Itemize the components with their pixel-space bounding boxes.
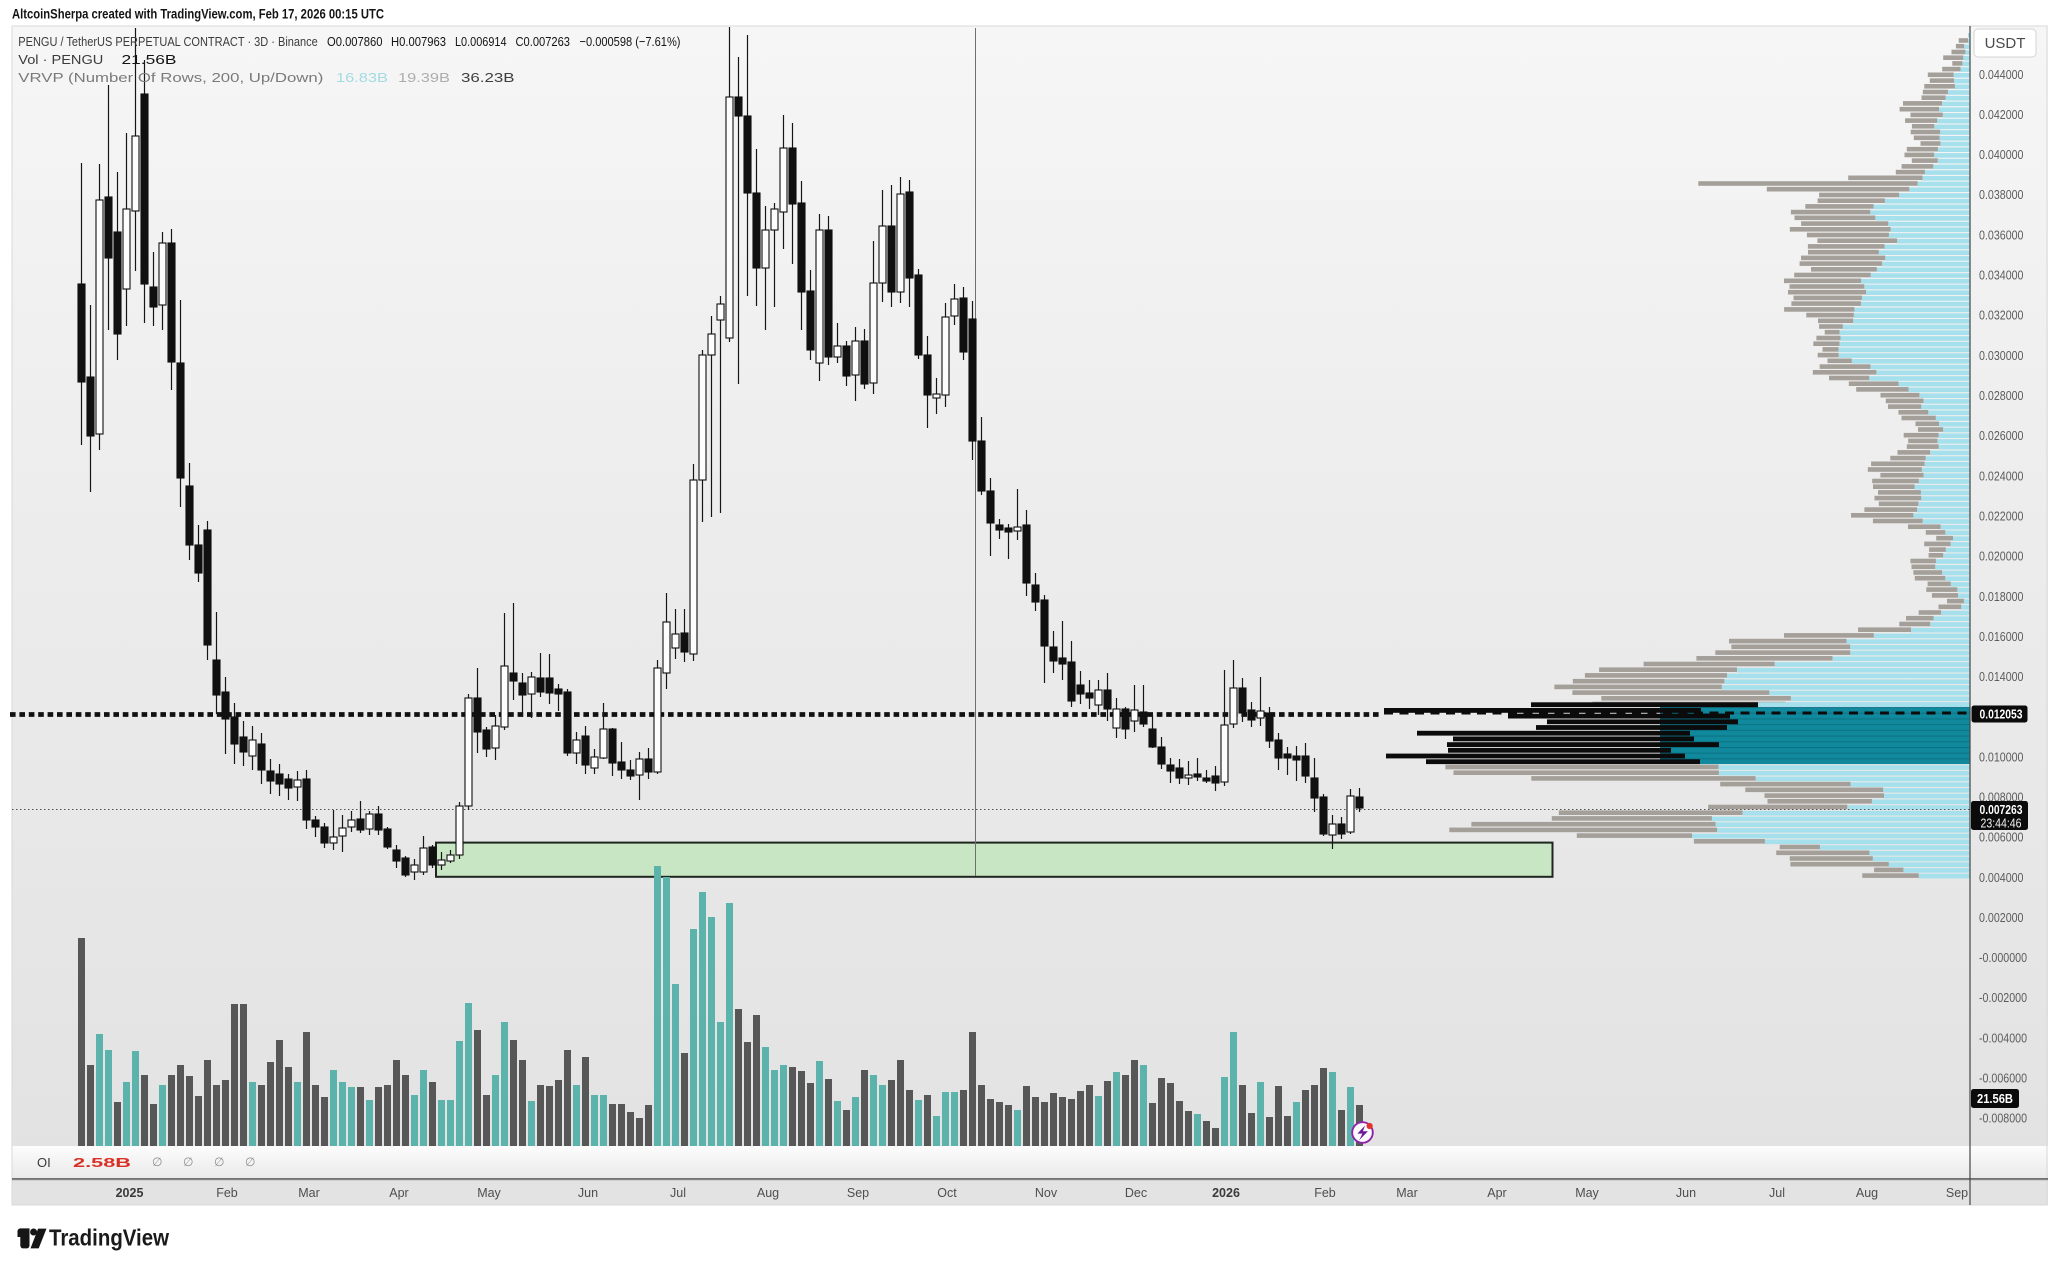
svg-text:Feb: Feb xyxy=(1314,1186,1336,1200)
svg-text:Jun: Jun xyxy=(578,1186,598,1200)
svg-text:Sep: Sep xyxy=(1946,1186,1968,1200)
svg-text:∅: ∅ xyxy=(152,1155,162,1169)
svg-text:Jul: Jul xyxy=(670,1186,686,1200)
svg-text:21.56B: 21.56B xyxy=(1977,1091,2013,1106)
svg-text:0.040000: 0.040000 xyxy=(1979,147,2024,162)
svg-text:Aug: Aug xyxy=(757,1186,779,1200)
svg-text:PENGU / TetherUS PERPETUAL CON: PENGU / TetherUS PERPETUAL CONTRACT · 3D… xyxy=(18,34,318,49)
svg-text:Vol · PENGU: Vol · PENGU xyxy=(18,52,103,67)
svg-text:-0.008000: -0.008000 xyxy=(1979,1111,2027,1126)
svg-text:Mar: Mar xyxy=(1396,1186,1418,1200)
svg-text:-0.000000: -0.000000 xyxy=(1979,950,2027,965)
svg-text:-0.004000: -0.004000 xyxy=(1979,1030,2027,1045)
svg-text:0.008000: 0.008000 xyxy=(1979,790,2024,805)
svg-text:2.58B: 2.58B xyxy=(73,1155,131,1170)
svg-text:May: May xyxy=(477,1186,501,1200)
svg-text:0.034000: 0.034000 xyxy=(1979,268,2024,283)
svg-text:0.022000: 0.022000 xyxy=(1979,508,2024,523)
svg-text:May: May xyxy=(1575,1186,1599,1200)
svg-text:0.004000: 0.004000 xyxy=(1979,870,2024,885)
svg-text:∅: ∅ xyxy=(183,1155,193,1169)
svg-text:0.014000: 0.014000 xyxy=(1979,669,2024,684)
svg-text:0.026000: 0.026000 xyxy=(1979,428,2024,443)
svg-text:Mar: Mar xyxy=(298,1186,320,1200)
svg-text:Apr: Apr xyxy=(1487,1186,1506,1200)
svg-text:OI: OI xyxy=(37,1155,51,1170)
svg-text:Jul: Jul xyxy=(1769,1186,1785,1200)
svg-text:21.56B: 21.56B xyxy=(122,52,177,67)
svg-text:Jun: Jun xyxy=(1676,1186,1696,1200)
svg-text:∅: ∅ xyxy=(214,1155,224,1169)
svg-text:23:44:46: 23:44:46 xyxy=(1981,817,2022,831)
svg-text:36.23B: 36.23B xyxy=(461,70,515,85)
svg-text:2025: 2025 xyxy=(116,1186,144,1200)
svg-text:O0.007860: O0.007860 xyxy=(327,34,383,49)
svg-text:L0.006914: L0.006914 xyxy=(455,34,507,49)
svg-text:0.006000: 0.006000 xyxy=(1979,830,2024,845)
svg-text:Feb: Feb xyxy=(216,1186,238,1200)
svg-text:16.83B: 16.83B xyxy=(336,70,388,85)
svg-text:USDT: USDT xyxy=(1985,35,2026,52)
svg-text:Sep: Sep xyxy=(847,1186,869,1200)
svg-text:-0.006000: -0.006000 xyxy=(1979,1071,2027,1086)
svg-text:0.018000: 0.018000 xyxy=(1979,589,2024,604)
svg-text:TradingView: TradingView xyxy=(49,1225,169,1251)
svg-text:0.002000: 0.002000 xyxy=(1979,910,2024,925)
svg-text:Dec: Dec xyxy=(1125,1186,1147,1200)
svg-text:0.038000: 0.038000 xyxy=(1979,187,2024,202)
svg-text:Nov: Nov xyxy=(1035,1186,1058,1200)
svg-text:Oct: Oct xyxy=(937,1186,957,1200)
svg-text:0.032000: 0.032000 xyxy=(1979,308,2024,323)
svg-text:0.010000: 0.010000 xyxy=(1979,749,2024,764)
svg-text:0.012053: 0.012053 xyxy=(1980,706,2023,721)
svg-text:0.028000: 0.028000 xyxy=(1979,388,2024,403)
svg-text:0.016000: 0.016000 xyxy=(1979,629,2024,644)
svg-text:C0.007263: C0.007263 xyxy=(516,34,571,49)
svg-text:H0.007963: H0.007963 xyxy=(391,34,446,49)
svg-text:0.024000: 0.024000 xyxy=(1979,468,2024,483)
svg-text:0.044000: 0.044000 xyxy=(1979,67,2024,82)
svg-text:AltcoinSherpa created with Tra: AltcoinSherpa created with TradingView.c… xyxy=(12,6,384,22)
svg-text:∅: ∅ xyxy=(245,1155,255,1169)
svg-text:19.39B: 19.39B xyxy=(398,70,450,85)
svg-text:0.020000: 0.020000 xyxy=(1979,549,2024,564)
svg-text:0.036000: 0.036000 xyxy=(1979,227,2024,242)
svg-text:0.007263: 0.007263 xyxy=(1980,802,2023,817)
svg-text:−0.000598 (−7.61%): −0.000598 (−7.61%) xyxy=(580,34,681,49)
svg-text:-0.002000: -0.002000 xyxy=(1979,990,2027,1005)
svg-text:Apr: Apr xyxy=(389,1186,408,1200)
svg-text:VRVP (Number Of Rows, 200, Up/: VRVP (Number Of Rows, 200, Up/Down) xyxy=(18,70,323,85)
svg-text:0.042000: 0.042000 xyxy=(1979,107,2024,122)
svg-text:0.030000: 0.030000 xyxy=(1979,348,2024,363)
svg-text:Aug: Aug xyxy=(1856,1186,1878,1200)
svg-text:2026: 2026 xyxy=(1212,1186,1240,1200)
